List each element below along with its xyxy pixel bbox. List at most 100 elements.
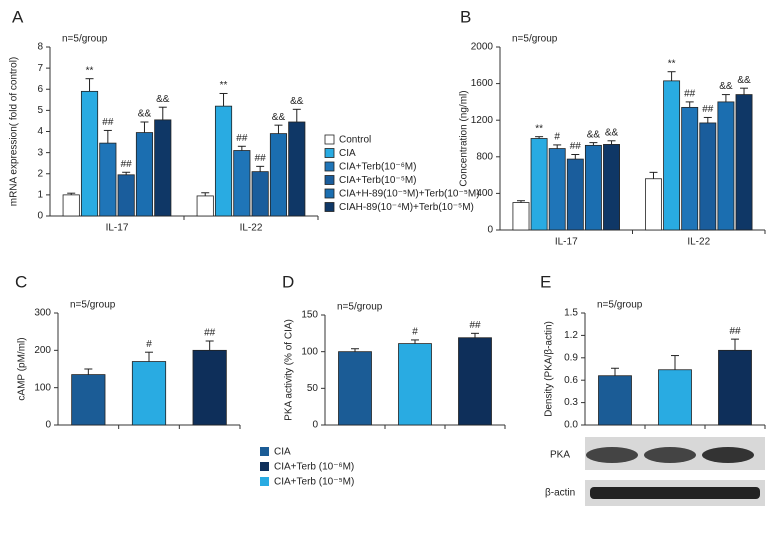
y-tick-label: 1.5 xyxy=(564,308,578,319)
y-tick-label: 1600 xyxy=(471,78,494,89)
bar xyxy=(62,194,80,217)
significance-mark: && xyxy=(290,96,304,107)
blot xyxy=(585,437,765,506)
y-tick-label: 0 xyxy=(45,420,51,431)
legend-swatch xyxy=(324,188,335,199)
significance-mark: ## xyxy=(570,141,582,152)
blot-label: PKA xyxy=(550,450,570,461)
significance-mark: && xyxy=(138,109,152,120)
legend-label: CIA+Terb (10⁻⁵M) xyxy=(274,477,354,488)
y-tick-label: 150 xyxy=(301,310,318,321)
significance-mark: && xyxy=(587,129,601,140)
legend-label: CIA+H-89(10⁻⁵M)+Terb(10⁻⁵M) xyxy=(339,189,480,200)
panel-label: E xyxy=(540,272,551,291)
note: n=5/group xyxy=(70,300,116,311)
bar xyxy=(398,343,432,426)
significance-mark: # xyxy=(146,339,152,350)
blot-band xyxy=(702,447,754,463)
x-tick-label: IL-22 xyxy=(687,237,710,248)
bar xyxy=(196,195,214,217)
significance-mark: && xyxy=(605,127,619,138)
y-tick-label: 300 xyxy=(34,308,51,319)
y-tick-label: 100 xyxy=(34,382,51,393)
legend-swatch xyxy=(324,161,335,172)
bar xyxy=(80,90,99,217)
y-tick-label: 2 xyxy=(37,168,43,179)
note: n=5/group xyxy=(337,302,383,313)
bar xyxy=(458,337,492,426)
bar xyxy=(288,121,306,217)
significance-mark: && xyxy=(737,75,751,86)
significance-mark: ## xyxy=(236,133,248,144)
y-tick-label: 0 xyxy=(487,225,493,236)
significance-mark: ** xyxy=(535,123,543,134)
legend-label: CIA+Terb(10⁻⁶M) xyxy=(339,162,416,173)
significance-mark: # xyxy=(554,132,560,143)
significance-mark: ## xyxy=(469,320,481,331)
blot-label: β-actin xyxy=(545,488,575,499)
bar xyxy=(598,375,632,426)
legend-swatch xyxy=(324,134,335,145)
blot-band xyxy=(644,447,696,463)
significance-mark: ## xyxy=(729,326,741,337)
note: n=5/group xyxy=(512,34,558,45)
legend-swatch xyxy=(324,202,335,212)
legend-swatch xyxy=(324,148,335,158)
y-tick-label: 0 xyxy=(37,211,43,222)
y-tick-label: 6 xyxy=(37,84,43,95)
significance-mark: && xyxy=(272,112,286,123)
significance-mark: ## xyxy=(255,153,267,164)
bar xyxy=(117,174,135,217)
y-axis-label: cAMP (pM/ml) xyxy=(17,337,28,400)
y-axis-label: Density (PKA/β-actin) xyxy=(544,321,555,417)
y-tick-label: 1200 xyxy=(471,115,494,126)
y-tick-label: 200 xyxy=(34,345,51,356)
y-tick-label: 50 xyxy=(307,383,319,394)
legend-swatch xyxy=(324,175,335,185)
y-tick-label: 0.9 xyxy=(564,352,578,363)
bar xyxy=(214,105,233,217)
bar xyxy=(99,142,117,217)
y-tick-label: 4 xyxy=(37,126,43,137)
blot-band xyxy=(590,487,760,499)
legend-swatch xyxy=(260,447,269,456)
bar xyxy=(681,106,699,231)
bar xyxy=(717,101,735,231)
bar xyxy=(251,171,269,217)
bar xyxy=(663,80,681,231)
panel-label: B xyxy=(460,7,471,26)
y-tick-label: 400 xyxy=(476,188,493,199)
significance-mark: # xyxy=(412,327,418,338)
bar xyxy=(71,374,106,426)
y-tick-label: 0.0 xyxy=(564,420,578,431)
bar xyxy=(154,119,172,217)
panel-label: C xyxy=(15,272,27,291)
bar xyxy=(530,138,548,231)
y-tick-label: 7 xyxy=(37,63,43,74)
legend-label: CIA xyxy=(339,148,356,159)
bar xyxy=(131,361,167,426)
bar xyxy=(338,351,372,426)
significance-mark: ## xyxy=(702,104,714,115)
y-tick-label: 5 xyxy=(37,105,43,116)
significance-mark: ** xyxy=(220,80,228,91)
blot-band xyxy=(586,447,638,463)
note: n=5/group xyxy=(597,300,643,311)
legend-label: CIA xyxy=(274,447,291,458)
y-tick-label: 3 xyxy=(37,147,43,158)
legend-swatch xyxy=(260,477,269,486)
legend-swatch xyxy=(260,462,269,471)
bar xyxy=(566,158,584,231)
panel-label: A xyxy=(12,7,24,26)
y-tick-label: 100 xyxy=(301,346,318,357)
bar xyxy=(645,178,662,231)
y-tick-label: 1.2 xyxy=(564,330,578,341)
significance-mark: ## xyxy=(121,159,133,170)
x-tick-label: IL-22 xyxy=(240,223,263,234)
significance-mark: ## xyxy=(102,117,114,128)
y-tick-label: 0.6 xyxy=(564,375,578,386)
significance-mark: && xyxy=(156,94,170,105)
y-axis-label: mRNA expression( fold of control) xyxy=(9,57,20,207)
y-axis-label: Concentration (ng/ml) xyxy=(459,90,470,186)
